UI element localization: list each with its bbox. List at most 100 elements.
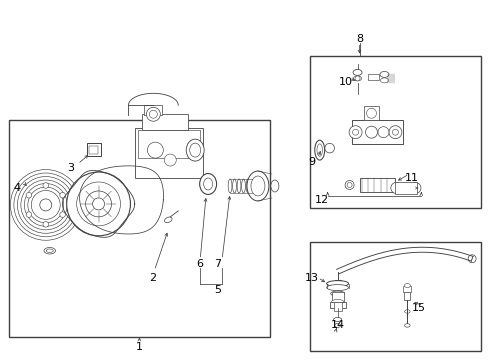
Ellipse shape [245, 179, 249, 193]
Circle shape [365, 126, 377, 138]
Ellipse shape [270, 180, 278, 192]
Ellipse shape [250, 179, 254, 193]
Ellipse shape [237, 179, 241, 193]
Ellipse shape [379, 71, 388, 77]
Circle shape [346, 183, 351, 188]
Circle shape [147, 142, 163, 158]
Circle shape [354, 76, 359, 81]
Bar [351, 120, 403, 144]
Bar [363, 106, 379, 120]
Bar [331, 292, 343, 302]
Circle shape [43, 183, 48, 188]
Ellipse shape [353, 76, 361, 81]
Circle shape [164, 154, 176, 166]
Circle shape [10, 170, 81, 240]
Ellipse shape [404, 310, 409, 313]
Circle shape [66, 172, 130, 236]
Ellipse shape [330, 291, 344, 296]
Ellipse shape [164, 217, 172, 223]
Ellipse shape [333, 318, 341, 321]
Circle shape [324, 143, 334, 153]
Text: 3: 3 [67, 163, 74, 173]
Circle shape [377, 127, 388, 138]
Ellipse shape [404, 284, 409, 288]
Ellipse shape [44, 247, 55, 254]
Text: 2: 2 [148, 273, 156, 283]
Ellipse shape [380, 78, 387, 83]
Circle shape [390, 183, 401, 194]
Ellipse shape [246, 171, 268, 201]
Circle shape [43, 221, 48, 227]
Ellipse shape [203, 178, 212, 190]
Ellipse shape [331, 300, 343, 303]
Circle shape [348, 126, 361, 139]
Bar [9, 120, 269, 337]
Text: 7: 7 [214, 259, 221, 269]
Circle shape [388, 126, 401, 139]
Bar [404, 292, 409, 300]
Ellipse shape [352, 69, 361, 75]
Bar [144, 105, 162, 115]
Ellipse shape [46, 249, 53, 252]
Ellipse shape [199, 174, 216, 194]
Text: 15: 15 [411, 302, 426, 312]
Ellipse shape [241, 179, 245, 193]
Ellipse shape [404, 324, 409, 327]
Ellipse shape [250, 176, 264, 196]
Ellipse shape [228, 179, 231, 193]
Bar [359, 178, 395, 192]
Circle shape [24, 184, 67, 226]
Ellipse shape [326, 280, 348, 287]
Text: 11: 11 [404, 173, 418, 183]
Circle shape [146, 107, 160, 121]
Text: 4: 4 [13, 183, 20, 193]
Text: 8: 8 [355, 33, 363, 44]
Text: 9: 9 [307, 157, 315, 167]
Circle shape [60, 192, 65, 198]
Bar [395, 182, 416, 194]
Circle shape [345, 180, 353, 189]
Bar [367, 75, 379, 80]
Text: 6: 6 [196, 259, 203, 269]
Text: 14: 14 [330, 320, 344, 330]
Bar [142, 114, 188, 130]
Circle shape [26, 192, 32, 198]
Text: 13: 13 [304, 273, 318, 283]
Text: 12: 12 [314, 195, 328, 205]
Bar [403, 285, 410, 292]
Bar [309, 242, 480, 351]
Ellipse shape [316, 144, 322, 156]
Ellipse shape [186, 139, 203, 161]
Bar [138, 130, 200, 158]
Text: 10: 10 [338, 77, 352, 87]
Circle shape [77, 182, 120, 226]
Bar [333, 302, 341, 311]
Circle shape [85, 191, 111, 217]
Bar [89, 146, 98, 154]
Circle shape [21, 180, 71, 230]
Ellipse shape [189, 143, 200, 157]
Bar [135, 128, 203, 178]
Circle shape [409, 183, 420, 194]
Circle shape [352, 129, 358, 135]
Circle shape [467, 255, 475, 263]
Bar [329, 302, 345, 307]
Circle shape [28, 187, 63, 223]
Text: 1: 1 [136, 342, 142, 352]
Circle shape [366, 108, 376, 118]
Ellipse shape [326, 285, 348, 291]
Circle shape [392, 129, 398, 135]
Ellipse shape [314, 140, 324, 160]
Circle shape [40, 199, 52, 211]
Ellipse shape [334, 323, 340, 328]
Circle shape [92, 198, 104, 210]
Circle shape [26, 212, 32, 217]
Text: 5: 5 [214, 284, 221, 294]
Ellipse shape [232, 179, 236, 193]
Circle shape [18, 176, 74, 233]
Bar [309, 57, 480, 208]
Circle shape [14, 173, 78, 237]
Bar [86, 143, 101, 156]
Circle shape [60, 212, 65, 217]
Circle shape [31, 190, 60, 219]
